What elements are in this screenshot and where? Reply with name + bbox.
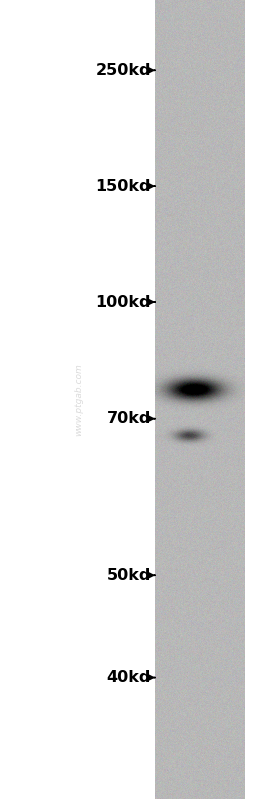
Text: 150kd: 150kd bbox=[95, 179, 151, 193]
Text: 40kd: 40kd bbox=[107, 670, 151, 685]
Text: 50kd: 50kd bbox=[107, 568, 151, 582]
Text: 70kd: 70kd bbox=[107, 411, 151, 426]
Text: 100kd: 100kd bbox=[95, 295, 151, 309]
Text: 250kd: 250kd bbox=[95, 63, 151, 78]
Text: www.ptgab.com: www.ptgab.com bbox=[74, 363, 83, 436]
